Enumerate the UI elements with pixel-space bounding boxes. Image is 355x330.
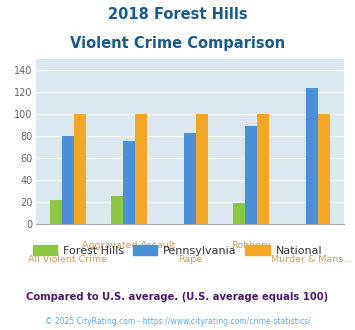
Text: Aggravated Assault: Aggravated Assault <box>82 241 175 250</box>
Text: Murder & Mans...: Murder & Mans... <box>271 255 353 264</box>
Bar <box>318 115 330 224</box>
Text: Compared to U.S. average. (U.S. average equals 100): Compared to U.S. average. (U.S. average … <box>26 292 329 302</box>
Bar <box>123 141 135 224</box>
Bar <box>74 115 86 224</box>
Bar <box>245 126 257 224</box>
Bar <box>233 204 245 224</box>
Bar <box>184 133 196 224</box>
Bar <box>50 200 62 224</box>
Bar <box>110 196 123 224</box>
Text: 2018 Forest Hills: 2018 Forest Hills <box>108 7 247 21</box>
Text: Robbery: Robbery <box>231 241 271 250</box>
Text: Violent Crime Comparison: Violent Crime Comparison <box>70 36 285 51</box>
Text: All Violent Crime: All Violent Crime <box>28 255 107 264</box>
Text: Rape: Rape <box>178 255 202 264</box>
Legend: Forest Hills, Pennsylvania, National: Forest Hills, Pennsylvania, National <box>28 240 327 260</box>
Bar <box>257 115 269 224</box>
Bar <box>62 136 74 224</box>
Text: © 2025 CityRating.com - https://www.cityrating.com/crime-statistics/: © 2025 CityRating.com - https://www.city… <box>45 317 310 326</box>
Bar <box>135 115 147 224</box>
Bar <box>196 115 208 224</box>
Bar <box>306 88 318 224</box>
